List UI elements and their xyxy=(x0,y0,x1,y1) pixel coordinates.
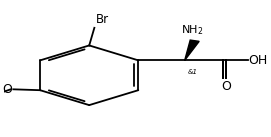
Polygon shape xyxy=(185,40,199,60)
Text: &1: &1 xyxy=(187,68,197,75)
Text: Br: Br xyxy=(96,13,109,26)
Text: NH$_2$: NH$_2$ xyxy=(181,23,204,37)
Text: OH: OH xyxy=(249,54,268,67)
Text: O: O xyxy=(221,80,231,93)
Text: O: O xyxy=(2,83,12,96)
